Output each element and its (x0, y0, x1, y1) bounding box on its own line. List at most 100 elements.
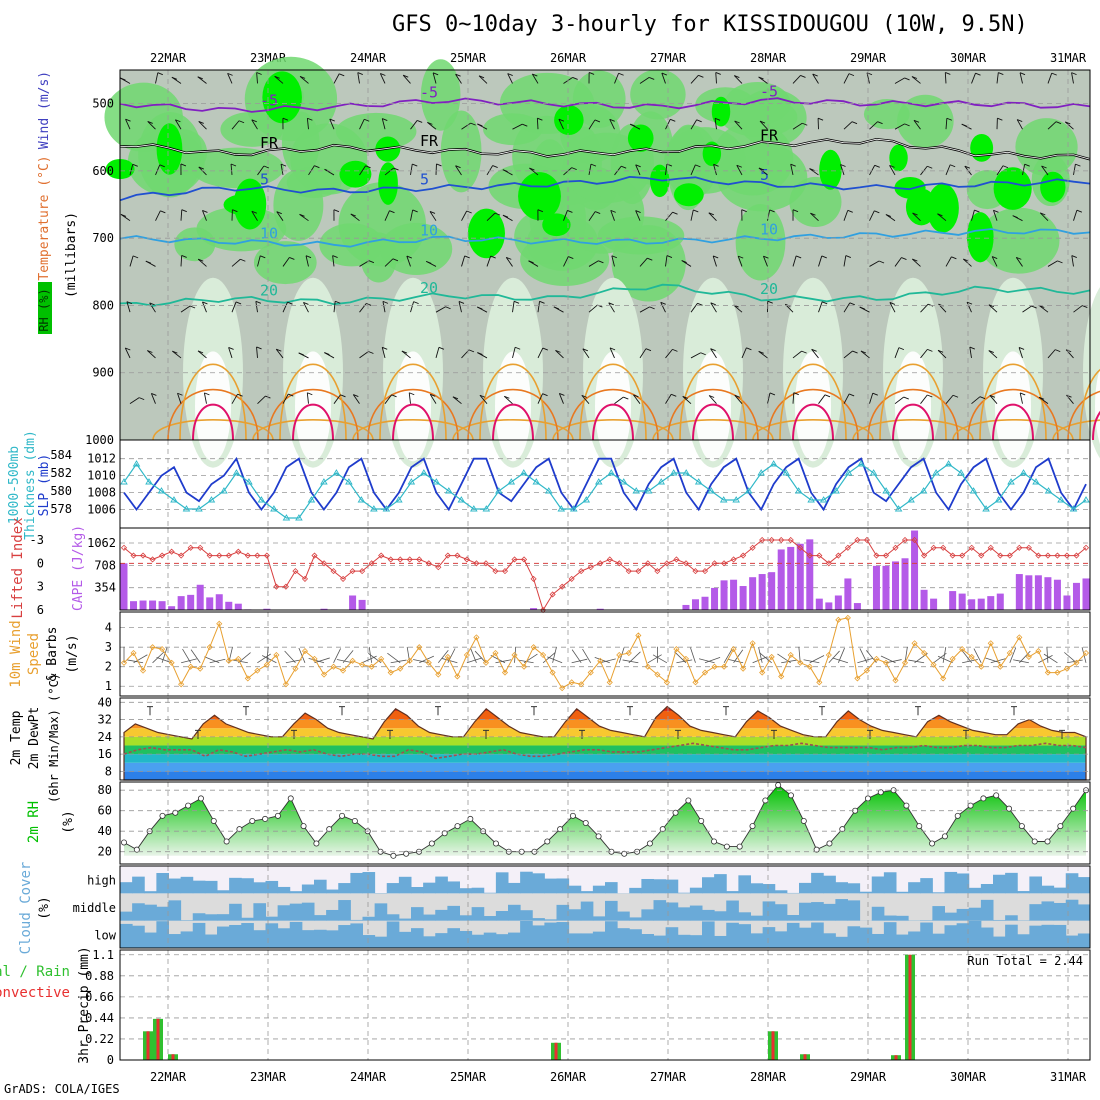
wind-barb (874, 164, 880, 168)
wind-barb (1016, 256, 1022, 260)
isotherm-line (467, 388, 559, 441)
cape-bar (787, 546, 795, 610)
isotherm-line (119, 97, 1091, 113)
y-tick-label: 24 (98, 730, 112, 744)
wind-barb (412, 209, 418, 213)
data-point (978, 663, 985, 670)
cloud-cell (508, 932, 521, 948)
wind-barb (609, 118, 615, 122)
data-point (1082, 649, 1090, 657)
wind-barb (572, 76, 578, 80)
data-point (826, 840, 833, 847)
cloud-cell (1065, 899, 1079, 921)
wind-barb (536, 118, 539, 130)
wind-frame (119, 611, 1091, 697)
cloud-cell (811, 922, 824, 948)
cloud-cell (132, 925, 145, 948)
wind-barb (963, 258, 972, 267)
data-point (1082, 544, 1090, 551)
wind-barb (990, 658, 1007, 664)
wind-barb (927, 165, 933, 169)
wind-barb (198, 120, 204, 124)
rh-contour (966, 212, 994, 263)
cloud-cell (653, 900, 667, 921)
wind-barb (230, 163, 237, 167)
data-point (635, 568, 642, 575)
y-tick-label: 80 (98, 783, 112, 797)
cloud-cell (423, 882, 436, 894)
wind-barb (198, 258, 204, 262)
wind-barb (851, 121, 858, 125)
cape-bar (901, 558, 909, 610)
isotherm-line (1052, 419, 1100, 441)
data-point (730, 556, 737, 563)
data-point (197, 795, 204, 802)
rh-contour (926, 183, 959, 233)
cloud-cell (544, 878, 557, 894)
wind-barb (152, 651, 165, 664)
cape-bar (1082, 578, 1090, 610)
cloud-cell (580, 901, 594, 921)
wind-barb (737, 255, 743, 267)
wind-barb (149, 302, 155, 306)
wind-barb (1038, 654, 1053, 664)
data-point (416, 556, 423, 563)
data-point (120, 478, 128, 485)
series-line (123, 617, 1087, 689)
cape-bar (977, 598, 985, 610)
data-point (1035, 648, 1042, 655)
data-point (492, 649, 499, 657)
data-point (257, 496, 266, 503)
wind-barb (235, 301, 242, 305)
wind-barb (333, 394, 341, 404)
cloud-cell (980, 899, 994, 921)
cloud-cell (362, 872, 376, 894)
wind-barb (660, 301, 666, 305)
rh-contour (695, 351, 731, 462)
wind-barb (1066, 394, 1072, 398)
wind-barb (458, 301, 462, 313)
data-point (235, 548, 242, 555)
wind-barb (147, 120, 153, 124)
data-point (300, 823, 307, 830)
wind-barb (1071, 72, 1074, 84)
data-point (685, 797, 692, 804)
wind-barb (125, 347, 131, 351)
cloud-cell (726, 891, 739, 894)
data-point (711, 560, 718, 567)
isotherm-line (267, 388, 359, 441)
cloud-cell (241, 923, 254, 948)
wind-barb (1075, 163, 1081, 167)
wind-barb (366, 303, 372, 306)
wind-barb (197, 76, 203, 80)
wind-barb (639, 77, 650, 84)
data-point (825, 651, 832, 659)
wind-barb (877, 121, 883, 125)
isotherm-label: 5 (420, 170, 429, 188)
wind-barb (618, 72, 624, 76)
data-point (254, 667, 261, 674)
temp-band (124, 719, 1086, 729)
wind-barb (1082, 305, 1088, 308)
data-point (597, 657, 604, 664)
data-point (311, 552, 318, 559)
wind-barb (384, 394, 392, 404)
data-point (178, 681, 185, 688)
isotherm-line (992, 403, 1034, 441)
wind-barb (792, 75, 801, 84)
y-tick-label: 1006 (87, 503, 116, 517)
rh-contour (595, 351, 631, 462)
wind-barb (665, 163, 668, 176)
data-point (1057, 496, 1065, 503)
data-point (854, 675, 861, 682)
wind-barb (1016, 119, 1023, 130)
wind-barb (204, 656, 220, 664)
wind-barb (429, 211, 437, 221)
rh-contour (611, 225, 686, 302)
cape-bar (834, 595, 842, 610)
temp-band (124, 754, 1086, 763)
wind-barb (455, 165, 461, 169)
wind-barb (758, 167, 765, 171)
cloud-cell (1041, 924, 1055, 948)
date-label-top: 26MAR (550, 51, 587, 65)
